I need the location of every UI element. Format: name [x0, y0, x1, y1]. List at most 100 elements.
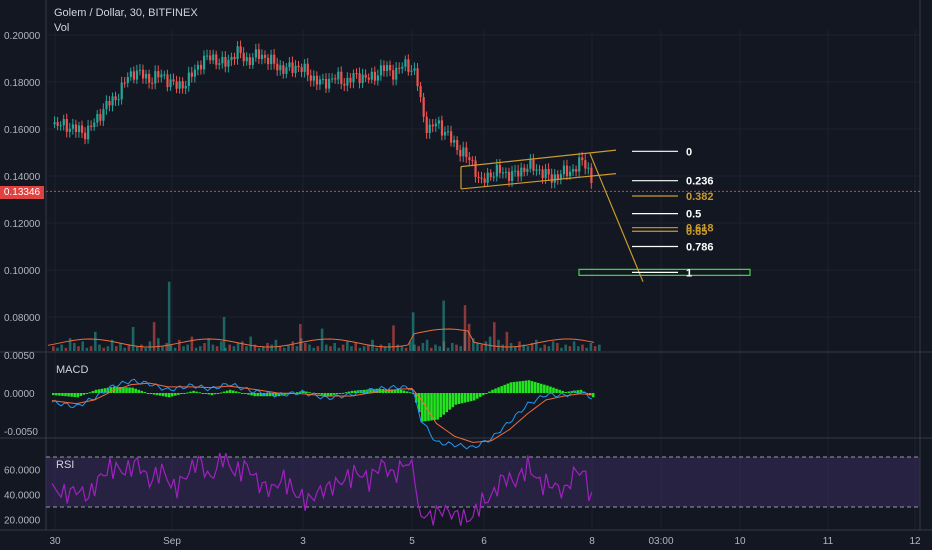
x-tick-label: 6 [481, 536, 487, 547]
volume-bar [194, 347, 198, 351]
volume-bar [236, 343, 240, 351]
volume-bar [400, 346, 404, 351]
candle-body [517, 170, 520, 177]
macd-histogram-bar [149, 393, 153, 395]
candle-body [367, 77, 370, 80]
candle-body [300, 67, 303, 72]
macd-histogram-bar [222, 391, 226, 393]
volume-bar [81, 341, 84, 351]
candle-body [306, 63, 309, 76]
rsi-band [46, 457, 920, 507]
candle-body [343, 83, 346, 86]
macd-histogram-bar [259, 393, 262, 397]
rsi-line [51, 452, 593, 526]
macd-histogram-bar [88, 392, 92, 394]
macd-histogram-bar [183, 393, 186, 394]
macd-histogram-bar [109, 387, 113, 393]
fib-trend-line [589, 153, 644, 282]
volume-bar [455, 344, 458, 351]
macd-histogram-bar [506, 383, 510, 393]
volume-spike [442, 300, 445, 351]
macd-histogram-bar [274, 393, 278, 397]
macd-histogram-bar [76, 393, 79, 398]
volume-bar [409, 341, 412, 351]
candle-body [270, 54, 273, 65]
macd-histogram-bar [70, 393, 73, 397]
macd-tick-label: -0.0050 [4, 427, 38, 438]
candle-body [202, 55, 206, 70]
candle-body [190, 72, 193, 77]
volume-bar [379, 344, 383, 351]
fib-level-label: 0.65 [686, 226, 707, 238]
macd-histogram-bar [244, 393, 247, 394]
candle-body [138, 69, 142, 71]
candle-body [257, 49, 261, 59]
fib-level-label: 1 [686, 267, 692, 279]
volume-bar [148, 341, 152, 351]
candle-body [215, 54, 218, 65]
macd-histogram-bar [567, 391, 571, 393]
candle-body [71, 124, 75, 129]
macd-label: MACD [56, 364, 89, 376]
volume-bar [383, 346, 387, 351]
macd-histogram-bar [155, 393, 159, 396]
volume-bar [476, 343, 479, 351]
candle-body [553, 174, 556, 183]
macd-tick-label: 0.0050 [4, 351, 35, 362]
fib-level-label: 0 [686, 146, 692, 158]
volume-bar [577, 346, 580, 351]
volume-bar [127, 344, 131, 351]
macd-histogram-bar [494, 388, 497, 393]
candle-body [218, 63, 221, 65]
candle-body [279, 65, 282, 71]
volume-bar [73, 343, 76, 351]
volume-bar [241, 341, 244, 351]
macd-histogram-bar [454, 393, 458, 405]
candle-body [507, 171, 511, 181]
macd-histogram-bar [466, 393, 470, 402]
volume-bar [497, 339, 500, 351]
candle-body [419, 86, 422, 98]
candle-body [68, 128, 71, 132]
volume-bar [220, 341, 223, 351]
macd-histogram-bar [241, 393, 244, 394]
candle-body [199, 64, 203, 70]
macd-histogram-bar [326, 393, 330, 397]
volume-bar [459, 346, 462, 351]
volume-bar [131, 327, 135, 351]
candle-body [462, 147, 465, 157]
volume-spike [463, 305, 467, 351]
macd-histogram-bar [192, 390, 195, 393]
candle-body [239, 46, 242, 53]
candle-body [90, 125, 93, 128]
fib-level-label: 0.382 [686, 191, 714, 203]
candle-body [410, 70, 413, 72]
volume-spike [167, 281, 171, 351]
volume-bar [249, 336, 252, 351]
candle-body [145, 73, 148, 79]
symbol-title: Golem / Dollar, 30, BITFINEX [54, 7, 198, 19]
macd-histogram-bar [247, 393, 250, 395]
macd-histogram-bar [103, 388, 107, 393]
macd-histogram-bar [213, 393, 217, 395]
volume-bar [358, 347, 362, 351]
candle-body [379, 65, 383, 76]
volume-bar [543, 344, 546, 351]
volume-bar [375, 347, 378, 351]
macd-histogram-bar [451, 393, 455, 408]
macd-histogram-bar [228, 389, 232, 393]
volume-spike [411, 312, 415, 351]
candle-body [74, 124, 78, 133]
volume-bar [467, 323, 471, 351]
volume-bar [320, 328, 324, 351]
candle-body [227, 60, 230, 67]
volume-bar [421, 343, 425, 351]
macd-histogram-bar [283, 393, 287, 395]
x-tick-label: 8 [589, 536, 595, 547]
volume-bar [341, 344, 345, 351]
volume-bar [52, 346, 55, 351]
channel-drawing[interactable] [460, 149, 644, 282]
rsi-tick-label: 20.0000 [4, 516, 41, 527]
